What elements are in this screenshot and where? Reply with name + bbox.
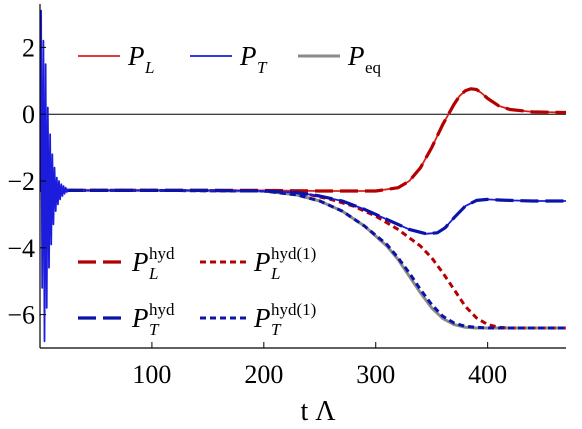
axes-layer — [39, 4, 566, 349]
legend-subscript: T — [149, 320, 160, 339]
y-tick-label: −6 — [7, 301, 35, 330]
series-line-p_t-oscillation — [40, 9, 70, 343]
legend-label: P — [131, 247, 149, 277]
legend-subscript: eq — [365, 58, 382, 77]
legend-label: P — [127, 41, 145, 71]
legend-subscript: L — [270, 264, 280, 283]
series-line-p_t-hyd — [40, 188, 566, 236]
x-tick-label: 100 — [132, 360, 171, 389]
legend-superscript: hyd — [149, 244, 175, 263]
legend-subscript: L — [144, 58, 154, 77]
legend-superscript: hyd — [149, 300, 175, 319]
legend-subscript: T — [257, 58, 268, 77]
x-tick-label: 400 — [468, 360, 507, 389]
legend-label: P — [253, 247, 271, 277]
series-line-p_l — [40, 87, 566, 192]
y-tick-label: 2 — [22, 33, 35, 62]
legend-label: P — [239, 41, 257, 71]
legend-subscript: T — [271, 320, 282, 339]
legend-superscript: hyd(1) — [271, 244, 316, 263]
y-tick-label: −4 — [7, 234, 35, 263]
legend-label: P — [347, 41, 365, 71]
y-tick-label: 0 — [22, 100, 35, 129]
legend-label: P — [253, 303, 271, 333]
legend-label: P — [131, 303, 149, 333]
series-line-p_t-hyd1 — [40, 188, 566, 330]
legend-subscript: L — [148, 264, 158, 283]
ticks-layer: 100 200 300 400 −6 −4 −2 0 2 — [7, 33, 507, 389]
x-tick-label: 300 — [356, 360, 395, 389]
x-axis-title: t Λ — [300, 396, 336, 427]
legend-superscript: hyd(1) — [271, 300, 316, 319]
series-line-p_l-hyd — [40, 87, 566, 193]
series-layer — [40, 9, 566, 343]
x-tick-label: 200 — [244, 360, 283, 389]
y-tick-label: −2 — [7, 167, 35, 196]
